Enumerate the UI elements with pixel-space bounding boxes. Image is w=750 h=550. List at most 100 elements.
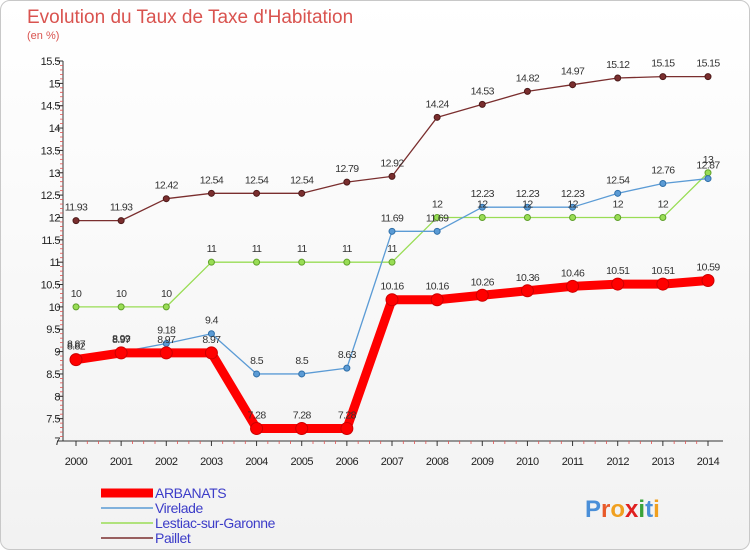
data-label: 7.28: [338, 409, 357, 421]
data-label: 10.46: [561, 267, 585, 279]
data-label: 13: [703, 154, 714, 166]
data-label: 11.69: [381, 212, 404, 224]
legend-label: Virelade: [155, 500, 204, 516]
x-tick-label: 2012: [606, 456, 629, 468]
data-point: [343, 178, 351, 186]
data-label: 12.54: [200, 174, 224, 186]
x-tick-label: 2003: [200, 456, 223, 468]
data-point: [656, 277, 670, 291]
data-label: 12: [477, 198, 488, 210]
data-point: [704, 73, 712, 81]
data-label: 14.97: [561, 66, 585, 78]
y-tick-label: 12: [49, 212, 61, 224]
legend: ARBANATSVireladeLestiac-sur-GaronnePaill…: [101, 485, 276, 546]
logo-letter: i: [653, 496, 660, 523]
data-label: 14.53: [471, 85, 495, 97]
data-label: 8.97: [202, 334, 221, 346]
data-label: 11: [342, 243, 352, 255]
y-tick-label: 12.5: [41, 190, 61, 202]
data-label: 11.93: [65, 202, 88, 214]
data-label: 9.4: [205, 315, 219, 327]
data-label: 10.51: [606, 265, 630, 277]
y-tick-label: 15: [49, 78, 61, 90]
data-label: 11: [252, 243, 262, 255]
data-point: [433, 113, 441, 121]
data-label: 8.82: [67, 341, 86, 353]
y-tick-label: 7: [54, 436, 60, 448]
data-label: 15.12: [606, 59, 630, 71]
data-point: [523, 87, 531, 95]
data-point: [298, 370, 306, 378]
data-label: 10: [161, 288, 172, 300]
x-tick-label: 2009: [471, 456, 494, 468]
data-point: [114, 346, 128, 360]
data-point: [659, 73, 667, 81]
y-tick-label: 13.5: [41, 145, 61, 157]
y-tick-label: 15.5: [41, 56, 61, 68]
data-point: [569, 213, 577, 221]
x-tick-label: 2010: [516, 456, 539, 468]
x-tick-label: 2013: [652, 456, 675, 468]
data-point: [295, 421, 309, 435]
data-point: [72, 303, 80, 311]
data-point: [117, 303, 125, 311]
data-point: [478, 100, 486, 108]
data-label: 14.82: [516, 72, 540, 84]
logo-text: Proxiti: [585, 496, 660, 523]
chart-title: Evolution du Taux de Taxe d'Habitation: [27, 7, 354, 28]
data-point: [611, 277, 625, 291]
data-labels: 8.82 8.97 8.97 8.97 7.28 7.28 7.28 10.16 10.16 10…: [65, 58, 721, 422]
data-point: [701, 274, 715, 288]
data-point: [253, 258, 261, 266]
logo-letter: t: [645, 496, 653, 523]
data-label: 10: [116, 288, 127, 300]
data-point: [520, 284, 534, 298]
data-label: 12.76: [651, 164, 675, 176]
data-point: [659, 213, 667, 221]
data-point: [659, 179, 667, 187]
data-point: [253, 189, 261, 197]
data-label: 11: [207, 243, 217, 255]
data-label: 10.16: [426, 281, 450, 293]
y-tick-label: 9: [54, 347, 60, 359]
x-tick-label: 2014: [697, 456, 720, 468]
data-point: [162, 303, 170, 311]
data-point: [704, 175, 712, 183]
y-tick-label: 11: [50, 257, 61, 269]
data-point: [207, 330, 215, 338]
data-point: [478, 203, 486, 211]
legend-label: Paillet: [155, 530, 191, 546]
data-label: 10.26: [471, 276, 495, 288]
y-tick-label: 14.5: [41, 101, 61, 113]
logo-letter: r: [601, 496, 610, 523]
data-point: [566, 279, 580, 293]
data-point: [253, 370, 261, 378]
data-point: [523, 213, 531, 221]
data-point: [343, 364, 351, 372]
data-point: [207, 258, 215, 266]
data-label: 11: [297, 243, 307, 255]
data-label: 12.23: [516, 188, 540, 200]
data-point: [523, 203, 531, 211]
data-point: [569, 81, 577, 89]
data-label: 15.15: [696, 58, 720, 70]
data-label: 8.97: [112, 334, 131, 346]
data-label: 12: [432, 198, 443, 210]
logo-letter: P: [585, 496, 601, 523]
y-tick-label: 7.5: [46, 414, 60, 426]
data-label: 12.23: [561, 188, 585, 200]
data-label: 8.5: [295, 355, 309, 367]
logo-letter: o: [610, 496, 625, 523]
data-label: 8.97: [157, 334, 176, 346]
data-point: [343, 258, 351, 266]
axes: 7 7.5 8 8.5 9 9.5 10 10.5 11 11.5 12 12.5 13 13.5 14 14…: [41, 56, 723, 468]
data-label: 10.36: [516, 272, 540, 284]
data-point: [159, 346, 173, 360]
x-tick-label: 2007: [381, 456, 404, 468]
data-label: 12.54: [245, 174, 269, 186]
data-point: [569, 203, 577, 211]
data-point: [385, 293, 399, 307]
y-tick-label: 9.5: [46, 324, 60, 336]
data-label: 12: [567, 198, 578, 210]
data-label: 14.24: [426, 98, 450, 110]
